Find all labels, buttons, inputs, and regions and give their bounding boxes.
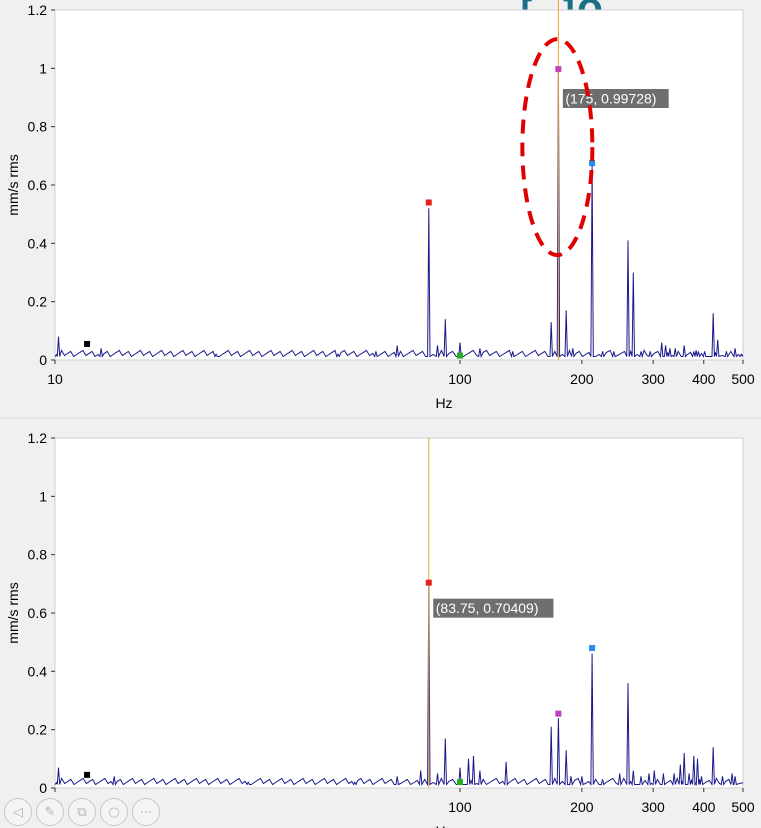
plot-area [54, 9, 744, 361]
x-tick-label: 200 [570, 371, 594, 387]
y-tick-label: 0.4 [28, 235, 48, 251]
x-tick-label: 300 [641, 799, 665, 815]
pencil-icon[interactable]: ✎ [36, 798, 64, 826]
cursor-readout-box [432, 597, 555, 619]
plot-area [54, 437, 744, 789]
x-tick-label: 400 [692, 371, 716, 387]
peak-marker[interactable] [425, 199, 432, 206]
y-axis-label: mm/s rms [5, 582, 21, 643]
peak-marker[interactable] [555, 66, 562, 73]
viewer-toolbar: ◁ ✎ ⧉ ○ ⋯ [4, 798, 160, 826]
x-tick-label: 200 [570, 799, 594, 815]
y-tick-label: 0.6 [28, 177, 48, 193]
y-tick-label: 1.2 [28, 2, 48, 18]
peak-marker[interactable] [425, 579, 432, 586]
peak-marker[interactable] [555, 710, 562, 717]
x-tick-label: 500 [731, 371, 755, 387]
x-tick-label: 400 [692, 799, 716, 815]
peak-marker[interactable] [589, 160, 596, 167]
x-tick-label: 100 [448, 371, 472, 387]
highlight-ellipse [520, 37, 595, 258]
y-axis-label: mm/s rms [5, 154, 21, 215]
peak-marker[interactable] [589, 645, 596, 651]
spectrum-series-line [54, 582, 744, 787]
spectrum-series-line [54, 69, 744, 359]
x-axis-label: Hz [435, 823, 452, 828]
y-tick-label: 0 [39, 352, 47, 368]
x-tick-label: 300 [641, 371, 665, 387]
cursor-readout-text: (83.75, 0.70409) [436, 600, 539, 616]
y-tick-label: 0 [39, 780, 47, 796]
y-tick-label: 0.4 [28, 663, 48, 679]
x-axis-label: Hz [435, 395, 452, 411]
y-tick-label: 1 [39, 488, 47, 504]
y-tick-label: 0.2 [28, 722, 48, 738]
y-tick-label: 0.6 [28, 605, 48, 621]
more-icon[interactable]: ⋯ [132, 798, 160, 826]
back-arrow-icon[interactable]: ◁ [4, 798, 32, 826]
peak-marker[interactable] [84, 771, 91, 778]
chart-panel-1: 0 0.2 0.4 0.6 0.8 1 1.2 10 100 200 300 400 500 Hz mm/s… [5, 0, 755, 411]
peak-marker[interactable] [456, 779, 463, 786]
y-tick-label: 0.8 [28, 547, 48, 563]
y-tick-label: 1.2 [28, 430, 48, 446]
y-tick-label: 0.2 [28, 294, 48, 310]
peak-marker[interactable] [456, 352, 463, 359]
circle-icon[interactable]: ○ [100, 798, 128, 826]
x-tick-label: 500 [731, 799, 755, 815]
x-tick-label: 10 [47, 371, 63, 387]
copy-icon[interactable]: ⧉ [68, 798, 96, 826]
chart-panel-2: 00.20.40.60.811.210100200300400500Hzmm/s… [5, 430, 755, 828]
y-tick-label: 0.8 [28, 119, 48, 135]
x-tick-label: 100 [448, 799, 472, 815]
peak-marker[interactable] [84, 340, 91, 347]
y-tick-label: 1 [39, 60, 47, 76]
cursor-readout-text: (175, 0.99728) [565, 91, 656, 107]
